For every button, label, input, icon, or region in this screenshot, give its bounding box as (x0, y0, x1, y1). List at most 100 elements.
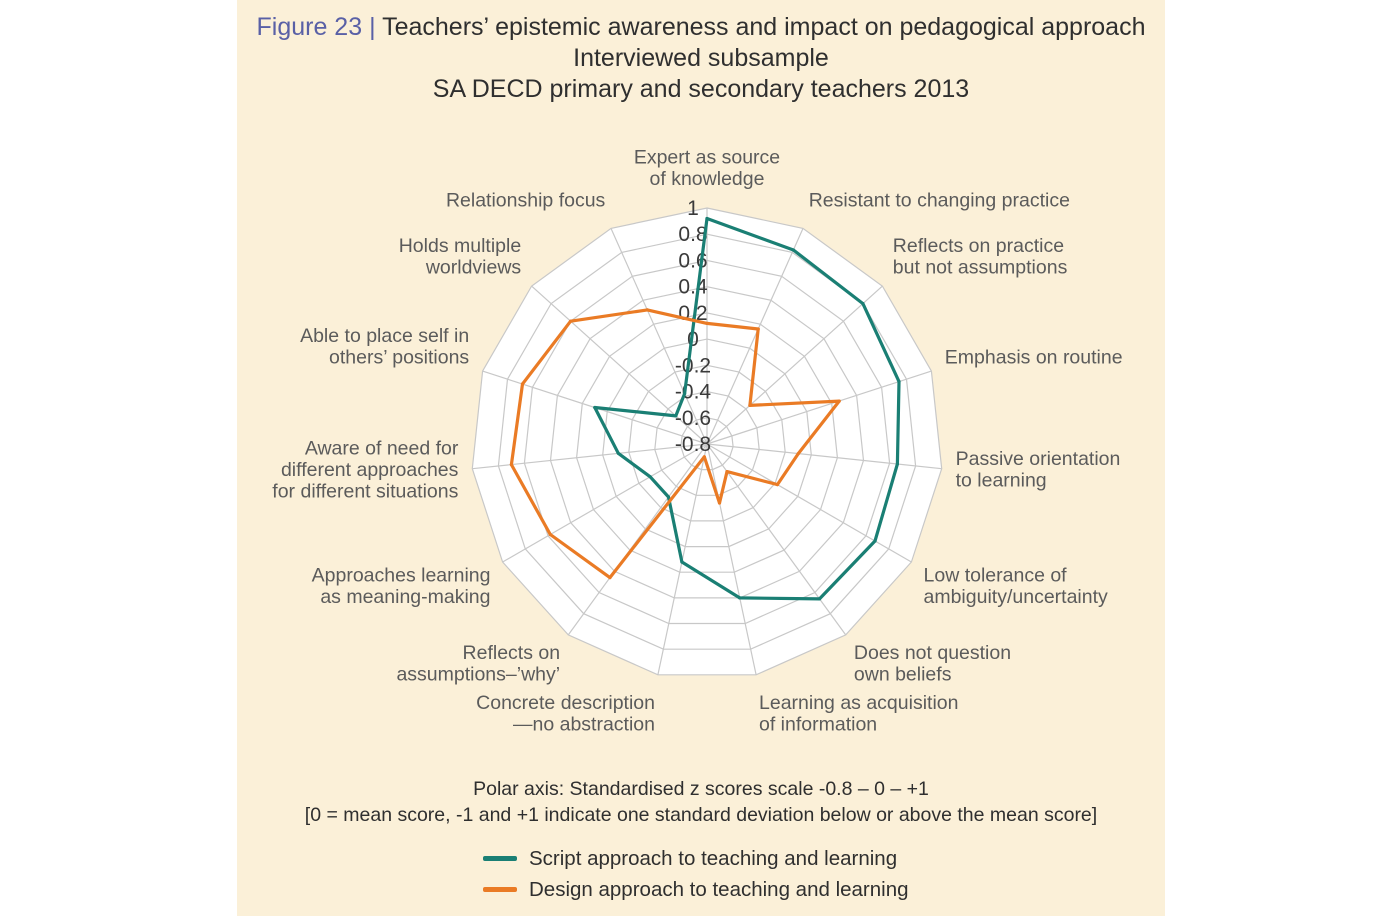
category-label: Learning as acquisition of information (759, 692, 958, 736)
category-label-line: ambiguity/uncertainty (924, 586, 1109, 608)
category-label-line: worldviews (425, 257, 522, 279)
category-label: Passive orientation to learning (956, 448, 1121, 492)
grid-spoke (610, 228, 708, 445)
grid-ring (497, 233, 917, 650)
category-label-line: others’ positions (329, 347, 469, 369)
data-point-design (608, 576, 612, 580)
category-label-line: Aware of need for (305, 437, 459, 459)
figure-number: Figure 23 (256, 13, 363, 41)
category-label-line: —no abstraction (513, 714, 655, 736)
data-point-script (738, 596, 742, 600)
category-label-line: Passive orientation (956, 448, 1121, 470)
data-point-design (748, 403, 752, 407)
data-point-design (837, 399, 841, 403)
data-point-script (666, 495, 671, 499)
category-label-line: Relationship focus (446, 190, 606, 212)
legend-swatch-script (483, 856, 517, 861)
category-label-line: Low tolerance of (924, 565, 1068, 587)
data-point-script (674, 414, 678, 418)
figure-title-block: Figure 23 | Teachers’ epistemic awarenes… (237, 12, 1165, 105)
data-point-design (725, 470, 729, 474)
category-label-line: Reflects on (463, 642, 561, 664)
legend-item-design: Design approach to teaching and learning (483, 874, 909, 905)
data-point-design (548, 532, 552, 537)
tick-label: 1 (687, 197, 699, 220)
data-point-script (897, 380, 901, 384)
category-label-line: own beliefs (854, 663, 952, 685)
category-label-line: of knowledge (650, 168, 765, 190)
grid-ring (602, 338, 812, 548)
data-point-design (775, 483, 780, 487)
data-point-script (817, 597, 822, 601)
grid-spoke (502, 443, 708, 563)
category-label-line: as meaning-making (320, 586, 490, 608)
data-point-design (717, 501, 722, 505)
figure-subtitle-2: SA DECD primary and secondary teachers 2… (432, 75, 970, 103)
grid-spoke (706, 370, 932, 445)
category-label-line: assumptions–’why’ (396, 663, 560, 685)
data-point-design (702, 455, 706, 459)
grid-spoke (706, 443, 847, 636)
grid-spoke (706, 285, 883, 445)
category-label-line: Holds multiple (399, 235, 521, 257)
data-point-design (756, 327, 760, 331)
figure-separator: | (369, 13, 376, 41)
data-point-script (861, 302, 865, 306)
category-label: Reflects on assumptions–’why’ (396, 642, 560, 686)
category-label-line: but not assumptions (893, 257, 1068, 279)
data-point-script (705, 216, 709, 221)
category-label: Low tolerance of ambiguity/uncertainty (924, 565, 1109, 609)
category-label-line: for different situations (272, 480, 458, 502)
category-label: Able to place self in others’ positions (300, 325, 469, 369)
legend-swatch-design (483, 887, 517, 892)
grid-ring (654, 390, 760, 496)
category-label: Concrete description —no abstraction (476, 692, 655, 736)
grid-spoke (567, 443, 708, 636)
data-point-design (509, 463, 513, 467)
category-label: Reflects on practice but not assumptions (893, 235, 1068, 279)
chart-legend: Script approach to teaching and learning… (483, 843, 909, 905)
figure-title-text: Teachers’ epistemic awareness and impact… (382, 13, 1146, 41)
figure-title: Figure 23 | Teachers’ epistemic awarenes… (237, 12, 1165, 43)
data-point-script (791, 248, 796, 252)
category-label: Holds multiple worldviews (399, 235, 522, 279)
series-line-script (593, 216, 901, 601)
category-label-line: Concrete description (476, 692, 655, 714)
category-label-line: to learning (956, 470, 1047, 492)
category-label: Relationship focus (446, 190, 606, 212)
grid-spoke (706, 443, 912, 563)
category-label-line: Able to place self in (300, 325, 469, 347)
data-point-script (873, 539, 877, 543)
data-point-design (645, 308, 649, 312)
category-label: Expert as source of knowledge (634, 147, 780, 191)
category-label: Aware of need for different approaches for… (272, 437, 459, 502)
category-label-line: Approaches learning (312, 565, 491, 587)
tick-label: -0.6 (675, 407, 711, 430)
data-point-design (796, 452, 800, 456)
category-label: Resistant to changing practice (809, 190, 1070, 212)
tick-label: -0.8 (675, 433, 711, 456)
category-label-line: Emphasis on routine (945, 347, 1123, 369)
data-point-design (569, 319, 573, 323)
grid-spoke (706, 443, 942, 470)
category-label: Does not question own beliefs (854, 642, 1011, 686)
category-label: Emphasis on routine (945, 347, 1123, 369)
grid-ring (575, 312, 839, 573)
grid-ring (549, 286, 865, 599)
category-label: Approaches learning as meaning-making (312, 565, 491, 609)
figure-panel: Figure 23 | Teachers’ epistemic awarenes… (237, 0, 1165, 916)
grid-spoke (706, 443, 757, 675)
tick-label: 0.4 (678, 276, 708, 299)
figure-subtitle-1: Interviewed subsample (573, 44, 829, 72)
legend-label-script: Script approach to teaching and learning (529, 846, 898, 870)
data-point-script (616, 451, 620, 455)
category-label-line: Resistant to changing practice (809, 190, 1070, 212)
footnote-line-2: [0 = mean score, -1 and +1 indicate one … (304, 804, 1098, 826)
category-label-line: Reflects on practice (893, 235, 1064, 257)
category-label-line: Does not question (854, 642, 1011, 664)
data-point-design (705, 321, 709, 325)
legend-label-design: Design approach to teaching and learning (529, 877, 909, 901)
data-point-script (648, 475, 652, 479)
grid-spoke (531, 285, 708, 445)
